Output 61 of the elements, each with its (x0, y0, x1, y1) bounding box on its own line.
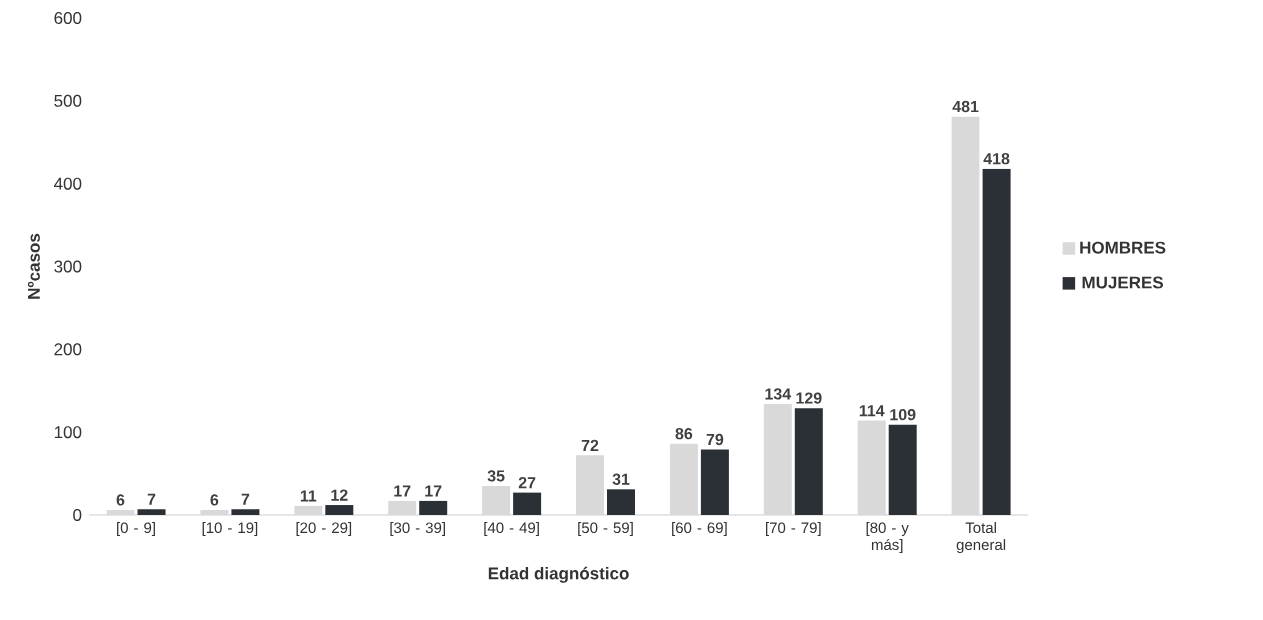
x-axis-title: Edad diagnóstico (488, 566, 629, 583)
data-label: 6 (116, 494, 125, 506)
legend-label: MUJERES (1082, 276, 1163, 289)
y-tick-label: 600 (54, 12, 82, 25)
legend-label: HOMBRES (1080, 241, 1166, 254)
x-tick-label: [50 - 59] (578, 522, 633, 537)
data-label: 6 (210, 494, 219, 506)
data-label: 27 (518, 477, 536, 489)
bar (137, 509, 166, 515)
data-label: 7 (241, 493, 250, 505)
data-label: 134 (765, 388, 792, 400)
bar (794, 408, 823, 515)
x-tick-label: [40 - 49] (484, 522, 539, 537)
data-label: 109 (890, 408, 916, 421)
bar (294, 505, 323, 515)
x-tick-label: [20 - 29] (296, 522, 352, 537)
y-tick-label: 300 (54, 260, 82, 273)
data-label: 35 (487, 470, 505, 482)
bar (513, 492, 542, 515)
bar (888, 424, 917, 515)
data-label: 7 (147, 493, 156, 505)
bar (388, 500, 417, 515)
y-tick-label: 0 (73, 508, 82, 521)
bar (669, 443, 698, 515)
bar (982, 168, 1011, 515)
bar (576, 455, 605, 515)
data-label: 418 (983, 153, 1010, 165)
bar (482, 485, 511, 515)
data-label: 11 (300, 490, 317, 502)
y-axis-title: Nºcasos (27, 233, 40, 299)
data-label: 72 (581, 439, 599, 451)
x-tick-label: [30 - 39] (390, 522, 445, 537)
data-label: 86 (675, 428, 693, 440)
bar (419, 500, 448, 515)
data-label: 12 (331, 489, 348, 501)
x-tick-label: [10 - 19] (202, 522, 258, 537)
data-label: 31 (612, 473, 630, 485)
data-label: 114 (859, 405, 885, 417)
data-label: 17 (394, 485, 411, 497)
bar (763, 403, 792, 515)
x-tick-label: [80 - y más] (866, 522, 909, 554)
bar (200, 510, 229, 515)
bar (857, 420, 886, 515)
data-label: 129 (796, 392, 822, 404)
bar (607, 489, 636, 515)
y-tick-label: 500 (54, 94, 82, 107)
data-label: 17 (425, 485, 442, 497)
bar (951, 116, 980, 515)
bar (106, 510, 135, 515)
data-label: 79 (706, 433, 724, 446)
bar (325, 505, 354, 515)
data-label: 481 (952, 100, 979, 113)
x-tick-label: [70 - 79] (766, 522, 821, 537)
y-tick-label: 100 (54, 426, 82, 439)
y-tick-label: 200 (54, 343, 82, 356)
bar (231, 509, 260, 515)
y-tick-label: 400 (54, 177, 82, 190)
x-tick-label: [60 - 69] (672, 522, 727, 537)
x-tick-label: [0 - 9] (117, 522, 155, 537)
bar (700, 449, 729, 515)
x-tick-label: Total general (956, 522, 1006, 554)
